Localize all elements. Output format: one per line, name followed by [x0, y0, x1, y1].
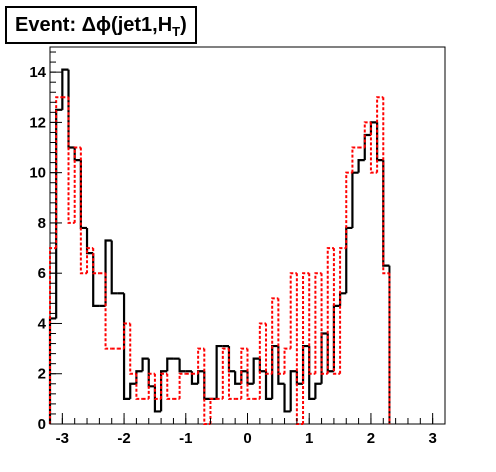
histogram-bin — [283, 347, 291, 374]
plot-frame — [49, 46, 446, 425]
chart-title: Event: Δϕ(jet1,H T) — [5, 6, 197, 44]
y-tick-label: 4 — [38, 315, 47, 332]
y-tick-label: 12 — [29, 114, 46, 131]
histogram-bin — [363, 121, 371, 148]
y-tick-label: 0 — [38, 416, 46, 433]
histogram-bin — [129, 323, 137, 375]
histogram-bin — [215, 344, 223, 399]
histogram-bin — [141, 357, 149, 372]
histogram-bin — [55, 96, 63, 249]
histogram-bin — [166, 357, 174, 372]
histogram-bin — [92, 248, 100, 275]
histogram-bin — [302, 272, 310, 424]
histogram-bin — [289, 370, 297, 412]
series-layer — [48, 68, 391, 425]
histogram-bin — [246, 348, 254, 400]
histogram-bin — [67, 97, 75, 224]
x-tick-label: 0 — [243, 430, 251, 447]
histogram-bin — [271, 297, 279, 374]
dashed-series — [49, 96, 391, 425]
histogram-bin — [197, 347, 205, 374]
histogram-bin — [49, 247, 57, 424]
histogram-bin — [258, 322, 267, 399]
histogram-bin — [209, 397, 217, 424]
histogram-bin — [264, 371, 273, 400]
histogram-bin — [345, 171, 353, 249]
histogram-bin — [79, 147, 88, 275]
histogram-bin — [314, 382, 322, 399]
y-tick-label: 14 — [29, 64, 46, 81]
y-tick-label: 6 — [38, 265, 46, 282]
chart-title-close: ) — [180, 13, 187, 36]
histogram-bin — [277, 298, 285, 375]
histogram-bin — [135, 370, 143, 384]
histogram-bin — [338, 292, 347, 306]
chart-title-subscript: T — [172, 23, 181, 39]
histogram-bin — [234, 371, 242, 385]
histogram-bin — [314, 272, 322, 374]
histogram-bin — [86, 247, 94, 274]
histogram-bin — [153, 373, 162, 400]
histogram-bin — [135, 373, 143, 400]
histogram-bin — [308, 273, 316, 375]
chart-title-main: Event: Δϕ(jet1,H — [15, 13, 173, 36]
histogram-bin — [110, 240, 118, 295]
histogram-bin — [190, 371, 199, 385]
histogram-bin — [227, 348, 236, 400]
histogram-bin — [351, 171, 359, 228]
histogram-bin — [240, 347, 248, 399]
histogram-bin — [382, 97, 390, 275]
histogram-bin — [73, 146, 81, 223]
histogram-bin — [289, 272, 297, 349]
x-tick-label: 3 — [428, 430, 436, 447]
histogram-bin — [147, 372, 155, 399]
histogram-bin — [326, 247, 334, 374]
histogram-bin — [160, 372, 168, 399]
histogram-bin — [129, 382, 137, 399]
histogram-bin — [104, 273, 112, 350]
histogram-bin — [123, 322, 131, 349]
histogram-bin — [178, 358, 186, 373]
histogram-bin — [252, 357, 260, 384]
x-tick-label: -2 — [117, 430, 130, 447]
x-tick-label: -1 — [179, 430, 192, 447]
histogram-bin — [166, 373, 174, 400]
histogram-bin — [382, 160, 390, 267]
solid-series — [48, 68, 391, 424]
histogram-bin — [265, 323, 273, 375]
histogram-bin — [339, 247, 347, 374]
histogram-bin — [221, 347, 229, 399]
histogram-bin — [203, 348, 211, 425]
histogram-bin — [55, 108, 63, 319]
histogram-bin — [369, 122, 378, 174]
y-tick-label: 10 — [29, 165, 46, 182]
x-tick-label: 1 — [305, 430, 313, 447]
histogram-bin — [351, 146, 359, 173]
x-tick-label: 2 — [367, 430, 375, 447]
x-tick-label: -3 — [56, 430, 69, 447]
histogram-bin — [320, 273, 328, 375]
histogram-bin — [357, 159, 365, 173]
y-tick-label: 2 — [38, 366, 46, 383]
histogram-bin — [178, 372, 186, 399]
y-tick-label: 8 — [38, 215, 46, 232]
histogram-bin — [283, 383, 291, 413]
histogram-bin — [376, 96, 384, 173]
histogram-bin — [332, 248, 341, 375]
